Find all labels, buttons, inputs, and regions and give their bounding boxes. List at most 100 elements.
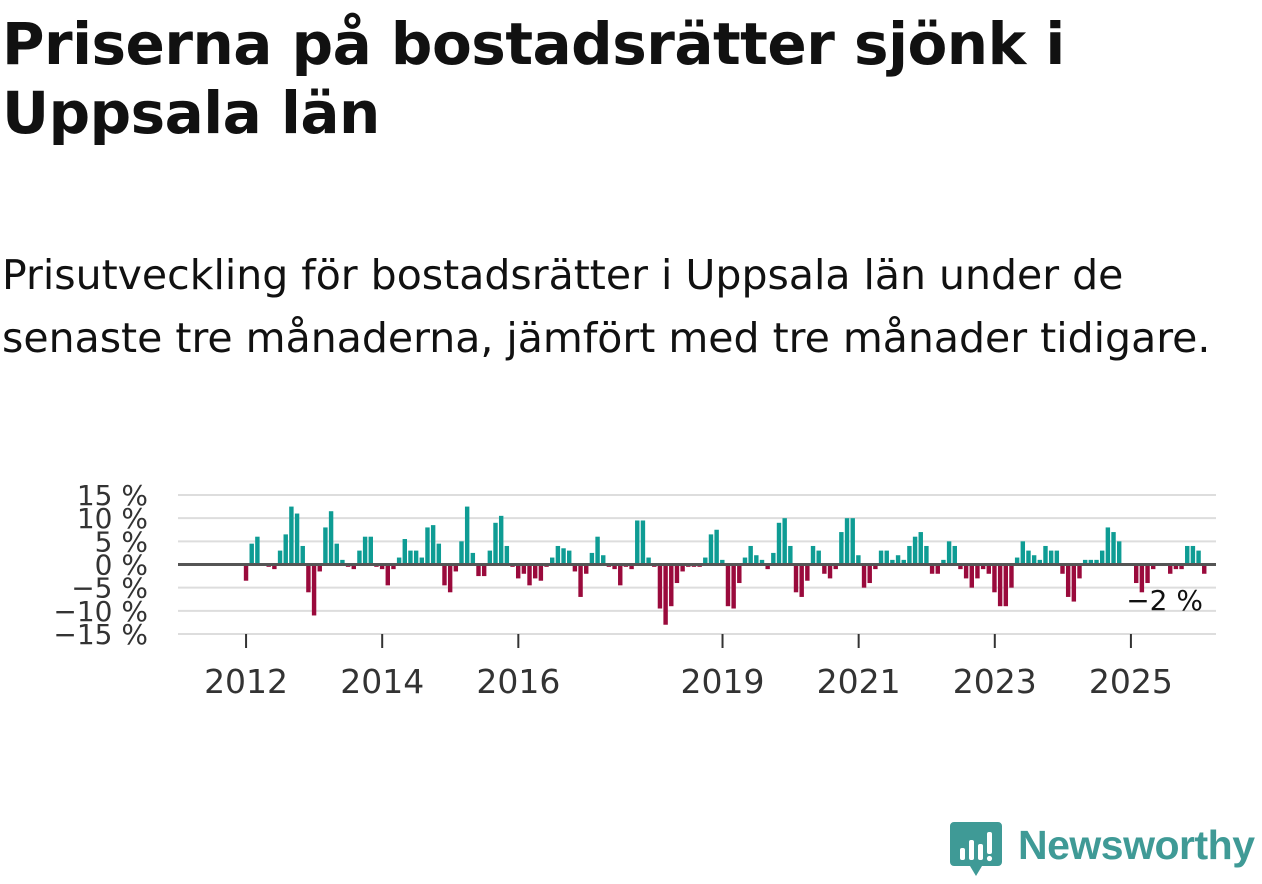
newsworthy-logo-icon xyxy=(950,822,1002,876)
bar xyxy=(856,555,861,565)
bar xyxy=(799,564,804,597)
x-tick-label: 2019 xyxy=(681,662,765,701)
bar xyxy=(436,543,442,565)
bar xyxy=(1054,550,1060,565)
bar xyxy=(1094,559,1099,565)
bar xyxy=(391,564,396,570)
bar xyxy=(1026,550,1031,565)
bar xyxy=(1139,564,1145,593)
bar xyxy=(1009,564,1014,588)
bar xyxy=(1020,541,1026,565)
bar xyxy=(657,564,663,609)
bar xyxy=(941,559,946,565)
bar xyxy=(402,539,408,565)
bar xyxy=(504,545,510,565)
bar xyxy=(742,557,748,565)
bar xyxy=(703,557,708,565)
bar xyxy=(935,564,940,574)
bar xyxy=(969,564,974,588)
bar xyxy=(255,536,260,565)
bar xyxy=(289,506,294,565)
bar xyxy=(453,564,459,572)
bar xyxy=(816,550,821,565)
page-title: Priserna på bostadsrätter sjönk i Uppsal… xyxy=(2,10,1065,147)
bar xyxy=(793,564,799,593)
bar xyxy=(249,543,254,565)
bar xyxy=(839,532,844,565)
bar xyxy=(674,564,680,584)
bar xyxy=(612,564,617,570)
bar xyxy=(578,564,583,597)
bar xyxy=(306,564,311,593)
bar xyxy=(419,557,425,565)
y-tick-label: −10 % xyxy=(53,595,148,628)
x-tick-label: 2012 xyxy=(204,662,288,701)
last-value-annotation: −2 % xyxy=(1126,584,1203,617)
y-axis-labels: 15 %10 %5 %0 %−5 %−10 %−15 % xyxy=(53,479,148,651)
bar xyxy=(601,555,606,565)
bar xyxy=(385,564,390,586)
bar xyxy=(1185,545,1190,565)
bar xyxy=(714,529,719,565)
bar xyxy=(629,564,634,570)
bar xyxy=(986,564,992,574)
bar xyxy=(822,564,827,574)
bar xyxy=(1099,550,1105,565)
bar xyxy=(992,564,997,593)
bar xyxy=(493,522,498,565)
bar xyxy=(300,545,305,565)
bar xyxy=(584,564,589,574)
bar xyxy=(618,564,623,586)
bar xyxy=(515,564,521,579)
bar xyxy=(323,527,328,565)
newsworthy-logo: Newsworthy xyxy=(948,818,1260,880)
bar xyxy=(425,527,430,565)
bar xyxy=(1145,564,1150,584)
y-tick-label: 15 % xyxy=(77,479,148,512)
bar xyxy=(1202,564,1207,574)
y-tick-label: 0 % xyxy=(95,549,148,582)
bar xyxy=(873,564,878,570)
bar xyxy=(379,564,385,570)
bar xyxy=(430,525,436,565)
bar xyxy=(731,564,736,609)
bar xyxy=(317,564,322,572)
bar xyxy=(850,518,855,565)
bar xyxy=(901,559,906,565)
bar xyxy=(980,564,986,570)
bar xyxy=(1060,564,1065,574)
bar xyxy=(646,557,651,565)
bar xyxy=(567,550,572,565)
bar xyxy=(527,564,532,586)
bar xyxy=(1105,527,1111,565)
bar xyxy=(243,564,249,581)
bar xyxy=(861,564,867,588)
bar xyxy=(1082,559,1088,565)
bar xyxy=(555,545,561,565)
y-tick-label: 10 % xyxy=(77,502,148,535)
chart-bars xyxy=(243,506,1207,625)
bar xyxy=(357,550,362,565)
bar xyxy=(272,564,277,570)
bar xyxy=(561,548,566,565)
bar xyxy=(1190,545,1196,565)
bar xyxy=(635,520,640,565)
bar xyxy=(884,550,889,565)
bar xyxy=(669,564,674,607)
bar xyxy=(827,564,833,579)
bar xyxy=(1065,564,1071,597)
bar xyxy=(413,550,419,565)
bar xyxy=(997,564,1003,607)
bar xyxy=(595,536,600,565)
bar xyxy=(1173,564,1179,570)
bar xyxy=(720,559,725,565)
bar xyxy=(328,511,334,565)
bar xyxy=(771,552,776,565)
bar xyxy=(476,564,481,577)
bar-chart: 15 %10 %5 %0 %−5 %−10 %−15 % 2012 2014 201… xyxy=(53,479,1216,701)
bar xyxy=(1077,564,1082,579)
bar xyxy=(963,564,969,579)
bar xyxy=(958,564,963,570)
bar xyxy=(737,564,742,584)
bar xyxy=(294,513,300,565)
